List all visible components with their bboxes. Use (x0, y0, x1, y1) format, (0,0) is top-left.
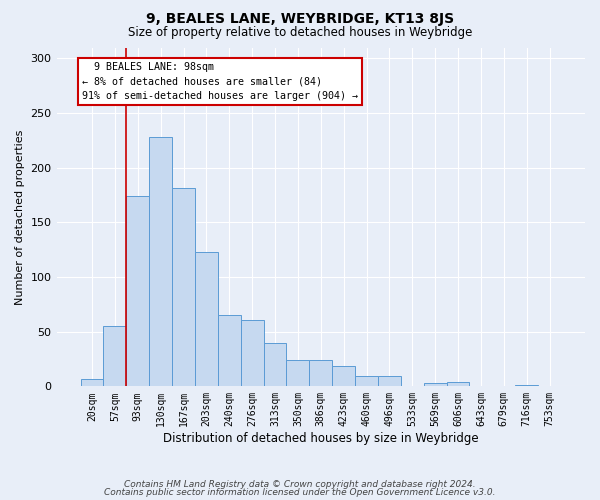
Bar (195, 252, 218, 386)
Bar (355, 376, 378, 386)
Bar (378, 376, 401, 386)
X-axis label: Distribution of detached houses by size in Weybridge: Distribution of detached houses by size … (163, 432, 479, 445)
Bar (149, 137, 172, 386)
Text: 9 BEALES LANE: 98sqm
← 8% of detached houses are smaller (84)
91% of semi-detach: 9 BEALES LANE: 98sqm ← 8% of detached ho… (82, 62, 358, 102)
Y-axis label: Number of detached properties: Number of detached properties (15, 129, 25, 304)
Bar (515, 385, 538, 386)
Bar (446, 382, 469, 386)
Bar (310, 360, 332, 386)
Bar (80, 378, 103, 386)
Bar (286, 360, 310, 386)
Text: Size of property relative to detached houses in Weybridge: Size of property relative to detached ho… (128, 26, 472, 39)
Text: 9, BEALES LANE, WEYBRIDGE, KT13 8JS: 9, BEALES LANE, WEYBRIDGE, KT13 8JS (146, 12, 454, 26)
Bar (424, 383, 446, 386)
Text: Contains HM Land Registry data © Crown copyright and database right 2024.: Contains HM Land Registry data © Crown c… (124, 480, 476, 489)
Bar (241, 320, 263, 386)
Bar (103, 326, 127, 386)
Bar (263, 342, 286, 386)
Text: Contains public sector information licensed under the Open Government Licence v3: Contains public sector information licen… (104, 488, 496, 497)
Bar (332, 366, 355, 386)
Bar (172, 188, 195, 386)
Bar (218, 316, 241, 386)
Bar (127, 196, 149, 386)
